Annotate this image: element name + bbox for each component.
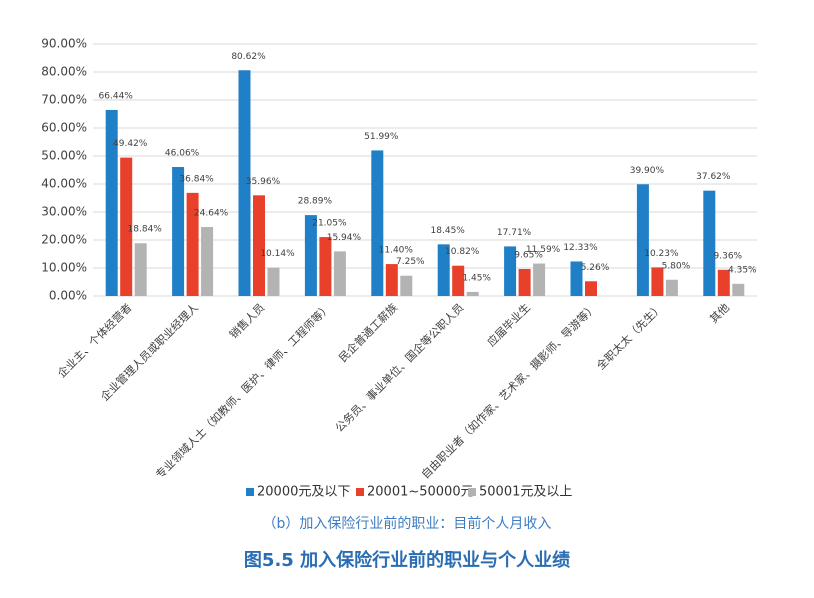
legend-swatch (246, 488, 254, 496)
bar (201, 227, 214, 296)
bar (703, 190, 716, 296)
bar (533, 263, 546, 296)
data-label: 10.23% (644, 249, 679, 259)
bar (570, 261, 583, 296)
bar (238, 70, 251, 296)
data-label: 11.59% (526, 245, 561, 255)
bar (333, 251, 346, 296)
data-label: 18.84% (128, 225, 163, 235)
bar (371, 150, 384, 296)
data-label: 15.94% (327, 233, 362, 243)
chart-title: 图5.5 加入保险行业前的职业与个人业绩 (244, 549, 570, 571)
data-label: 12.33% (563, 243, 598, 253)
chart-subtitle: （b）加入保险行业前的职业：目前个人月收入 (263, 515, 552, 532)
data-label: 9.36% (714, 251, 743, 261)
bar (732, 283, 745, 296)
bar (319, 237, 332, 296)
y-tick-label: 10.00% (41, 261, 87, 275)
y-tick-label: 20.00% (41, 233, 87, 247)
bar (466, 291, 479, 296)
bar (504, 246, 517, 296)
x-tick-label: 应届毕业生 (484, 300, 533, 349)
bar (665, 279, 678, 296)
x-tick-label: 销售人员 (226, 300, 267, 341)
x-tick-label: 全职太太（先生） (594, 300, 666, 372)
bar (717, 269, 730, 296)
y-tick-label: 70.00% (41, 93, 87, 107)
data-label: 4.35% (728, 265, 757, 275)
bar (651, 267, 664, 296)
bar (267, 267, 280, 296)
data-label: 10.14% (260, 249, 295, 259)
bar (120, 157, 133, 296)
data-label: 5.80% (662, 261, 691, 271)
data-label: 46.06% (165, 149, 200, 159)
y-tick-label: 80.00% (41, 65, 87, 79)
data-label: 7.25% (396, 257, 425, 267)
x-tick-label: 民企普通工薪族 (336, 300, 400, 364)
data-label: 51.99% (364, 132, 399, 142)
bar (518, 268, 531, 296)
bar (134, 243, 147, 296)
data-label: 37.62% (696, 172, 731, 182)
bar (452, 265, 465, 296)
data-label: 39.90% (630, 166, 665, 176)
bar (172, 167, 185, 296)
bar (437, 244, 450, 296)
y-tick-label: 40.00% (41, 177, 87, 191)
data-label: 5.26% (581, 263, 610, 273)
bar (585, 281, 597, 296)
y-tick-label: 50.00% (41, 149, 87, 163)
legend-label: 50001元及以上 (479, 485, 572, 500)
x-tick-label: 公务员、事业单位、国企等公职人员 (332, 300, 466, 434)
data-label: 24.64% (194, 209, 229, 219)
data-label: 28.89% (298, 197, 333, 207)
legend-swatch (468, 488, 476, 496)
bar (385, 264, 398, 296)
bar (304, 215, 317, 296)
x-tick-label: 其他 (707, 301, 732, 326)
x-tick-label: 企业主、个体经营者 (55, 300, 135, 380)
data-label: 36.84% (179, 174, 214, 184)
legend-label: 20000元及以下 (257, 485, 350, 500)
data-label: 49.42% (113, 139, 148, 149)
data-label: 10.82% (445, 247, 480, 257)
bar (186, 192, 199, 296)
bar (105, 109, 118, 296)
bar (253, 195, 265, 296)
data-label: 1.45% (462, 273, 491, 283)
y-tick-label: 30.00% (41, 205, 87, 219)
data-label: 80.62% (231, 52, 266, 62)
bar (400, 275, 413, 296)
data-label: 18.45% (431, 226, 466, 236)
legend-label: 20001~50000元 (367, 485, 474, 500)
data-label: 17.71% (497, 228, 532, 238)
legend-swatch (356, 488, 364, 496)
y-tick-label: 90.00% (41, 37, 87, 51)
data-label: 11.40% (379, 246, 414, 256)
y-tick-label: 0.00% (49, 289, 87, 303)
data-label: 66.44% (99, 91, 134, 101)
data-label: 35.96% (246, 177, 281, 187)
bar (636, 184, 649, 296)
data-label: 21.05% (312, 219, 347, 229)
y-tick-label: 60.00% (41, 121, 87, 135)
data-label: 9.65% (514, 250, 543, 260)
